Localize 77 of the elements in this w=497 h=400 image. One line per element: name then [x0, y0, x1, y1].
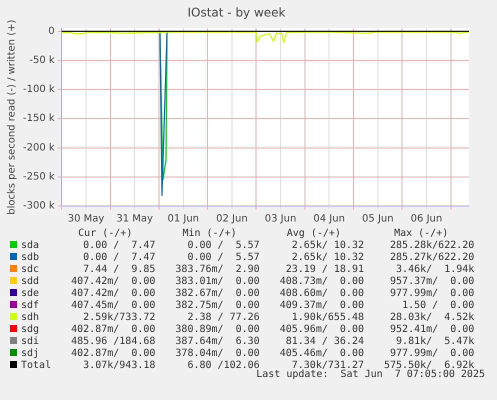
text: Max (-/+): [393, 228, 450, 240]
x-tick-label: 05 Jun: [362, 214, 394, 225]
y-tick-label: -150 k: [22, 113, 55, 124]
text: 382.75m/ 0.00: [174, 300, 261, 312]
legend-label: sdd: [20, 276, 40, 288]
x-tick-label: 06 Jun: [410, 214, 442, 225]
text: Avg (-/+): [286, 228, 342, 240]
text: 408.73m/ 0.00: [278, 276, 365, 288]
text: 402.87m/ 0.00: [70, 324, 156, 336]
text: 977.99m/ 0.00: [389, 348, 476, 360]
text: 380.89m/ 0.00: [174, 324, 261, 336]
y-axis-title: blocks per second read (-) / written (+): [6, 20, 18, 215]
x-tick-label: 02 Jun: [216, 214, 248, 225]
y-tick-label: -100 k: [22, 84, 55, 96]
legend-label: sdc: [20, 264, 40, 276]
text: 1.90k/655.48: [290, 312, 365, 324]
text: 2.59k/733.72: [82, 312, 156, 324]
text: 408.60m/ 0.00: [278, 288, 365, 300]
text: 7.44 / 9.85: [82, 264, 156, 276]
x-tick-label: 04 Jun: [313, 214, 345, 225]
legend-label: sdh: [20, 312, 40, 324]
legend-label: Total: [20, 360, 52, 372]
text: 0.00 / 5.57: [186, 252, 261, 264]
text: 402.87m/ 0.00: [70, 348, 156, 360]
text: 285.27k/622.20: [389, 252, 476, 264]
text: 977.99m/ 0.00: [389, 288, 476, 300]
x-tick-label: 30 May: [68, 214, 104, 225]
y-tick-label: 0: [48, 26, 55, 37]
legend-label: sdi: [20, 336, 40, 348]
text: 382.67m/ 0.00: [174, 288, 261, 300]
text: 387.64m/ 6.30: [174, 336, 261, 348]
x-tick-label: 03 Jun: [264, 214, 296, 225]
text: 7.30k/731.27: [292, 360, 365, 371]
text: 378.04m/ 0.00: [174, 348, 261, 360]
text: 2.38 / 77.26: [186, 312, 261, 324]
text: Min (-/+): [181, 228, 238, 240]
text: 407.42m/ 0.00: [70, 288, 156, 300]
text: 407.42m/ 0.00: [70, 276, 156, 288]
text: 407.45m/ 0.00: [70, 300, 156, 312]
legend-label: sda: [20, 240, 40, 252]
legend-label: sdg: [20, 324, 40, 336]
legend-label: sdb: [20, 252, 40, 264]
text: 952.41m/ 0.00: [389, 324, 476, 336]
text: 0.00 / 5.57: [186, 240, 261, 252]
text: Cur (-/+): [77, 228, 134, 240]
text: 957.37m/ 0.00: [389, 276, 476, 288]
y-tick-label: -250 k: [22, 171, 55, 182]
chart-title: IOstat - by week: [187, 5, 286, 20]
text: 0.00 / 7.47: [82, 252, 156, 264]
text: 6.80 /102.06: [186, 360, 260, 371]
legend-label: sdf: [20, 300, 40, 312]
text: 28.03k/ 4.52k: [389, 312, 476, 324]
text: 405.46m/ 0.00: [278, 348, 365, 360]
x-tick-label: 31 May: [116, 214, 153, 225]
legend-label: sde: [20, 288, 40, 300]
text: 383.01m/ 0.00: [174, 276, 261, 288]
text: 0.00 / 7.47: [82, 240, 156, 252]
text: 9.81k/ 5.47k: [395, 336, 476, 348]
text: 3.46k/ 1.94k: [395, 264, 476, 276]
text: 383.76m/ 2.90: [174, 264, 261, 276]
y-tick-label: -200 k: [22, 142, 55, 154]
text: 23.19 / 18.91: [284, 264, 365, 276]
text: 2.65k/ 10.32: [290, 252, 365, 264]
text: 485.96 /184.68: [70, 336, 156, 348]
text: 405.96m/ 0.00: [278, 324, 365, 336]
y-tick-label: -50 k: [29, 55, 55, 66]
text: 3.07k/943.18: [82, 360, 156, 372]
text: 1.50 / 0.00: [401, 300, 476, 312]
legend-label: sdj: [20, 348, 40, 360]
text: 81.34 / 36.24: [284, 336, 365, 348]
text: 409.37m/ 0.00: [278, 300, 365, 312]
text: 2.65k/ 10.32: [290, 240, 365, 252]
text: Last update: Sat Jun 7 07:05:00 2025: [256, 369, 485, 380]
y-tick-label: -300 k: [22, 200, 55, 212]
x-tick-label: 01 Jun: [167, 214, 200, 225]
text: 285.28k/622.20: [389, 240, 476, 252]
text: 575.50k/ 6.92k: [383, 360, 474, 371]
